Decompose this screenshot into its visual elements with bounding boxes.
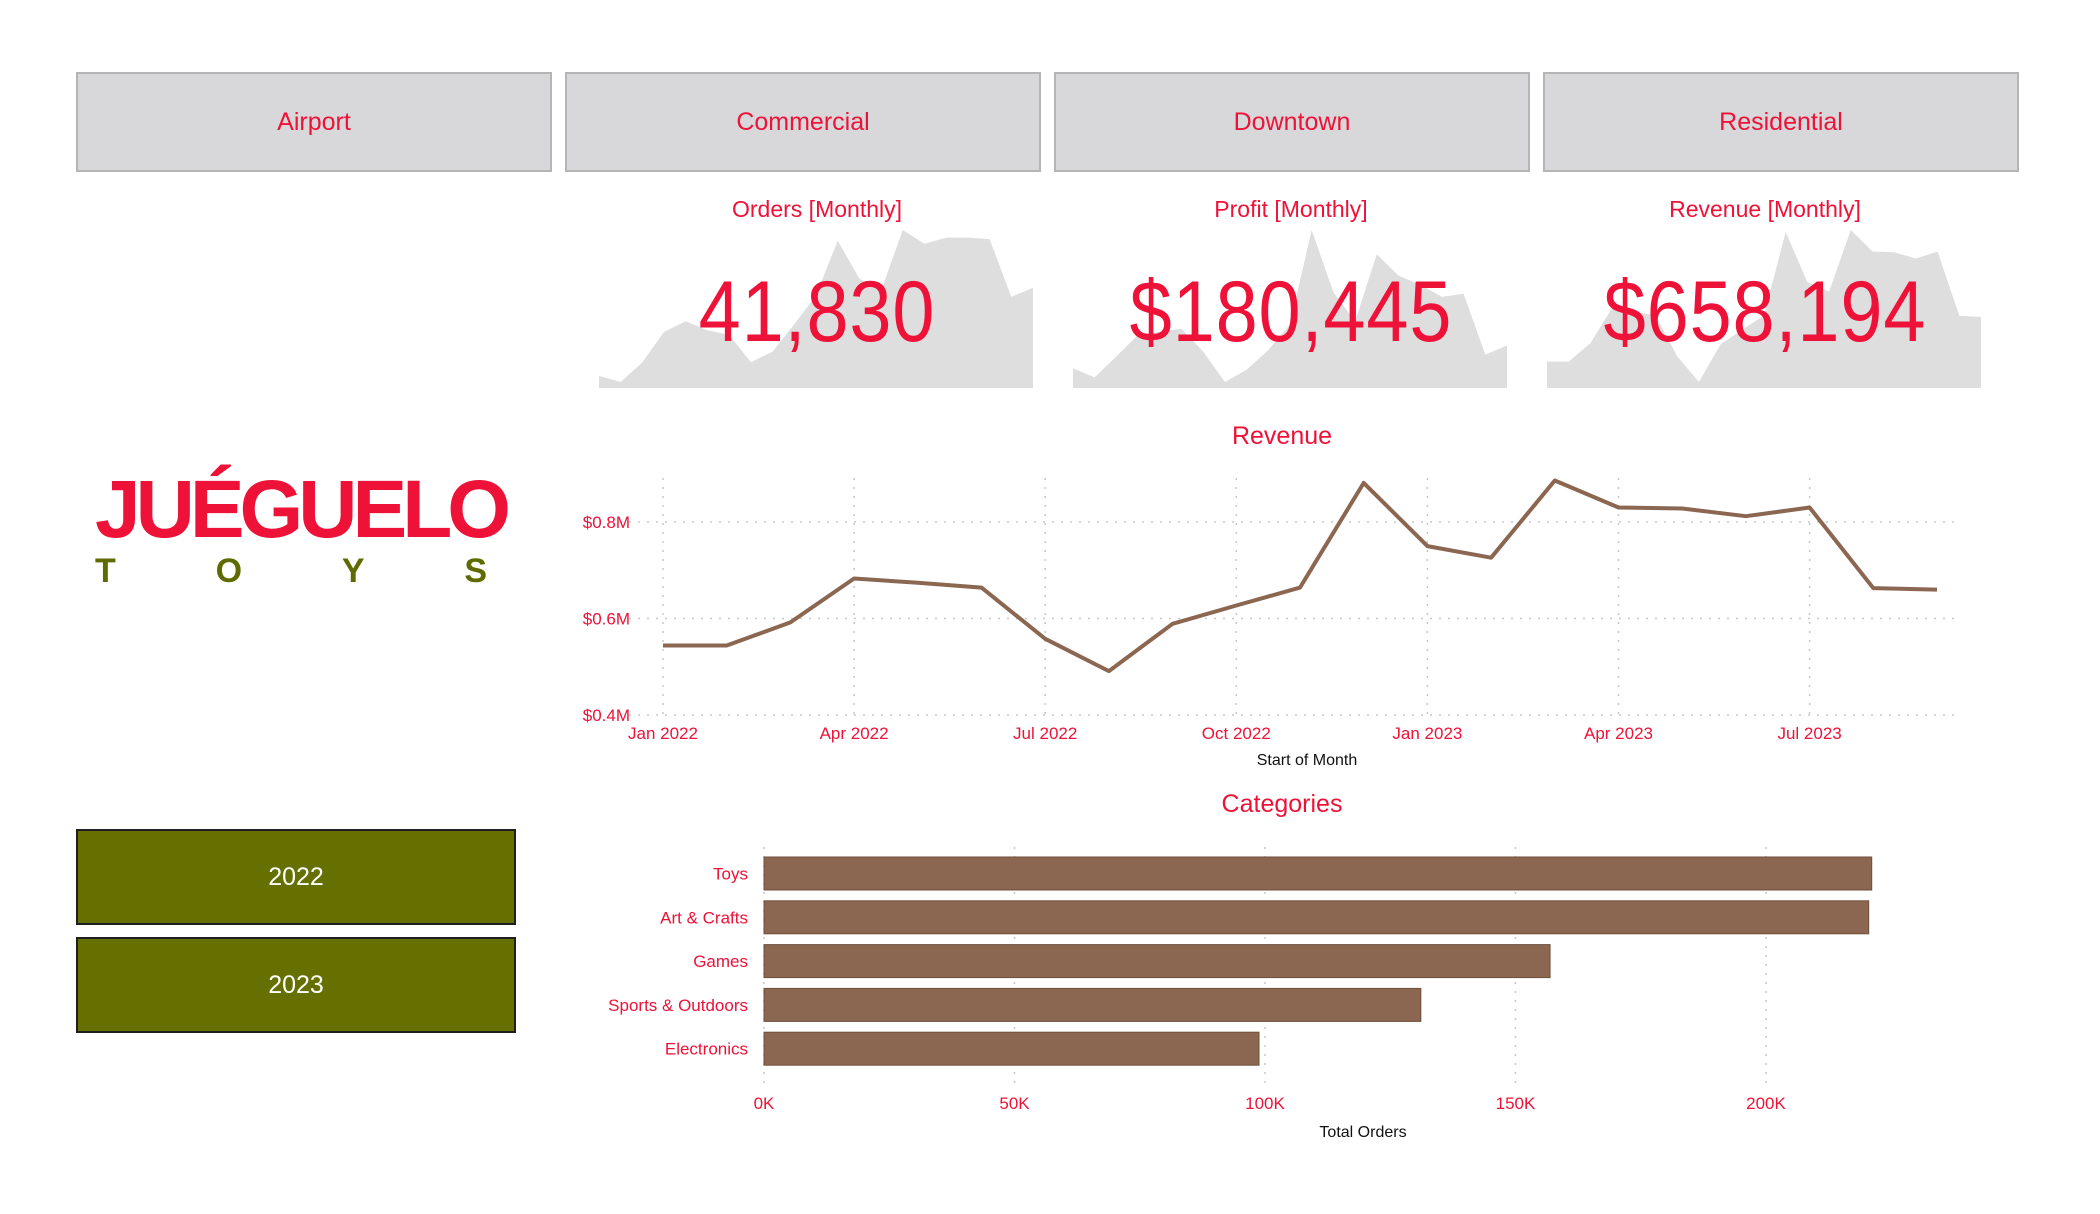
kpi-value: $180,445 bbox=[1129, 264, 1453, 360]
revenue-chart-title: Revenue bbox=[1231, 422, 1333, 450]
bar bbox=[763, 987, 1422, 1022]
brand-logo: JUÉGUELO T O Y S bbox=[95, 464, 511, 589]
x-tick-label: Apr 2022 bbox=[820, 724, 889, 743]
revenue-sparkline bbox=[1547, 230, 1981, 388]
slicer-commercial[interactable]: Commercial bbox=[565, 72, 1041, 172]
category-label: Sports & Outdoors bbox=[608, 996, 748, 1015]
year-button-2022[interactable]: 2022 bbox=[76, 829, 516, 925]
x-tick-label: 200K bbox=[1746, 1094, 1786, 1113]
x-tick-label: Jul 2023 bbox=[1777, 724, 1841, 743]
slicer-downtown[interactable]: Downtown bbox=[1054, 72, 1530, 172]
logo-letter: T bbox=[95, 552, 116, 590]
logo-letter: Y bbox=[341, 552, 365, 590]
y-axis: Toys Art & Crafts Games Sports & Outdoors El… bbox=[608, 865, 748, 1059]
data-points bbox=[662, 480, 1938, 672]
x-tick-label: Apr 2023 bbox=[1584, 724, 1653, 743]
sparkline-area bbox=[1547, 230, 1981, 388]
sparkline-area bbox=[1073, 230, 1507, 388]
kpi-value: 41,830 bbox=[698, 264, 936, 360]
x-tick-label: 100K bbox=[1245, 1094, 1285, 1113]
categories-chart-title: Categories bbox=[1221, 790, 1343, 818]
kpi-title: Revenue [Monthly] bbox=[1669, 196, 1861, 222]
x-tick-label: 50K bbox=[999, 1094, 1030, 1113]
bar bbox=[763, 856, 1873, 891]
category-label: Art & Crafts bbox=[660, 908, 748, 927]
slicer-label: Residential bbox=[1719, 107, 1843, 136]
logo-letter: S bbox=[464, 552, 487, 590]
year-label: 2023 bbox=[268, 970, 324, 999]
x-tick-label: 0K bbox=[754, 1094, 775, 1113]
year-button-2023[interactable]: 2023 bbox=[76, 937, 516, 1033]
y-axis: $0.4M $0.6M $0.8M bbox=[583, 513, 630, 725]
y-tick-label: $0.4M bbox=[583, 706, 630, 725]
x-axis: Jan 2022 Apr 2022 Jul 2022 Oct 2022 Jan 2023… bbox=[628, 724, 1842, 743]
bar bbox=[763, 1031, 1260, 1066]
categories-bar-chart: 0K 50K 100K 150K 200K Toys Art & Crafts Games S… bbox=[608, 847, 1873, 1141]
orders-sparkline bbox=[599, 230, 1033, 388]
logo-tagline: T O Y S bbox=[95, 554, 487, 588]
x-tick-label: Jan 2022 bbox=[628, 724, 698, 743]
x-tick-label: Jul 2022 bbox=[1013, 724, 1077, 743]
category-label: Electronics bbox=[665, 1040, 748, 1059]
kpi-title: Profit [Monthly] bbox=[1214, 196, 1368, 222]
sparkline-area bbox=[599, 230, 1033, 388]
category-label: Games bbox=[693, 952, 748, 971]
category-label: Toys bbox=[713, 865, 748, 884]
y-tick-label: $0.8M bbox=[583, 513, 630, 532]
slicer-label: Commercial bbox=[736, 107, 870, 136]
bar bbox=[763, 900, 1870, 935]
kpi-value: $658,194 bbox=[1603, 264, 1927, 360]
slicer-label: Downtown bbox=[1233, 107, 1351, 136]
gridlines bbox=[620, 478, 1957, 716]
y-tick-label: $0.6M bbox=[583, 610, 630, 629]
x-axis-title: Start of Month bbox=[1257, 752, 1358, 769]
x-axis: 0K 50K 100K 150K 200K bbox=[754, 1094, 1787, 1113]
revenue-series-line bbox=[663, 478, 1938, 674]
kpi-card-profit: Profit [Monthly] $180,445 bbox=[1073, 192, 1509, 392]
kpi-card-revenue: Revenue [Monthly] $658,194 bbox=[1547, 192, 1983, 392]
slicer-airport[interactable]: Airport bbox=[76, 72, 552, 172]
logo-wordmark: JUÉGUELO bbox=[95, 464, 511, 555]
bar bbox=[763, 944, 1551, 979]
kpi-card-orders: Orders [Monthly] 41,830 bbox=[599, 192, 1035, 392]
year-label: 2022 bbox=[268, 862, 324, 891]
x-axis-title: Total Orders bbox=[1319, 1124, 1406, 1141]
x-tick-label: 150K bbox=[1496, 1094, 1536, 1113]
bars bbox=[763, 856, 1873, 1066]
x-tick-label: Oct 2022 bbox=[1202, 724, 1271, 743]
slicer-residential[interactable]: Residential bbox=[1543, 72, 2019, 172]
profit-sparkline bbox=[1073, 230, 1507, 388]
slicer-label: Airport bbox=[277, 107, 351, 136]
kpi-title: Orders [Monthly] bbox=[732, 196, 902, 222]
logo-letter: O bbox=[215, 552, 243, 590]
revenue-line-chart: $0.4M $0.6M $0.8M Jan 2022 Apr 2022 Jul 2022… bbox=[583, 478, 1957, 769]
x-tick-label: Jan 2023 bbox=[1392, 724, 1462, 743]
